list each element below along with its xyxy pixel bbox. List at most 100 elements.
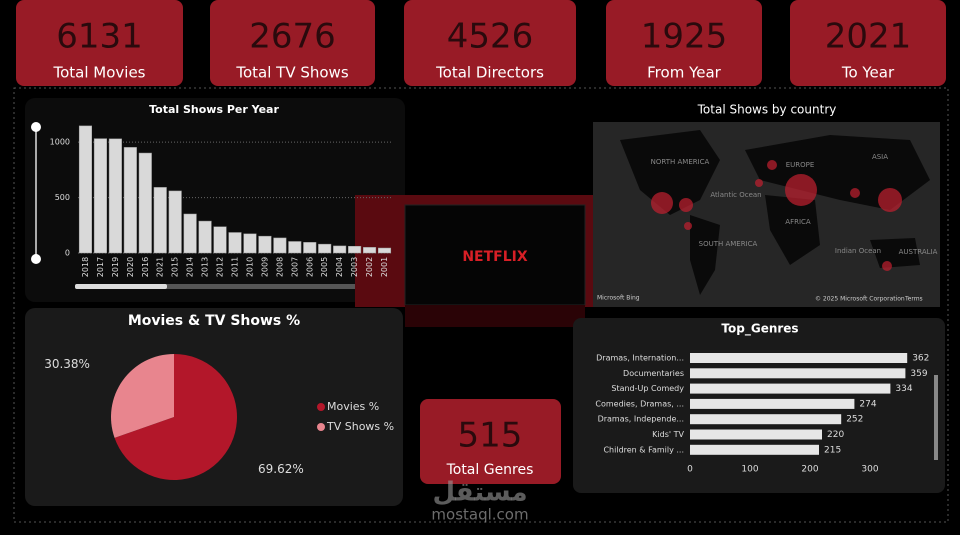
bar — [213, 226, 227, 254]
y-tick-label: Dramas, Internation... — [596, 354, 684, 363]
kpi-label: From Year — [647, 64, 722, 82]
y-tick-label: Dramas, Independe... — [598, 415, 684, 424]
canvas-border — [13, 87, 949, 523]
legend-label: TV Shows % — [326, 420, 394, 433]
data-label: 215 — [824, 445, 841, 455]
bar — [168, 190, 182, 254]
pie-slice — [114, 354, 237, 481]
slider-handle[interactable] — [31, 122, 41, 132]
bar — [690, 444, 819, 455]
x-tick-label: 2011 — [231, 257, 240, 277]
x-tick-label: 2013 — [201, 257, 210, 277]
bar — [333, 245, 347, 254]
scroll-thumb[interactable] — [75, 284, 167, 289]
bar — [273, 237, 287, 254]
bar — [78, 125, 93, 254]
x-tick-label: 2021 — [156, 257, 165, 277]
bar — [690, 368, 906, 379]
bar — [183, 213, 197, 254]
chart-title: Top_Genres — [721, 322, 798, 337]
x-tick-label: 2019 — [111, 257, 120, 277]
x-tick-label: 2006 — [305, 257, 314, 277]
x-tick-label: 2010 — [245, 257, 254, 277]
map-credit[interactable]: Terms — [904, 296, 923, 303]
kpi-value: 1925 — [641, 17, 728, 57]
bar — [123, 147, 137, 254]
x-tick-label: 0 — [687, 465, 693, 475]
map-label: EUROPE — [786, 161, 815, 169]
kpi-value: 515 — [458, 416, 523, 456]
bar — [243, 233, 257, 254]
bar — [228, 232, 242, 254]
x-tick-label: 200 — [801, 465, 818, 475]
bar — [258, 235, 272, 254]
kpi-card — [404, 0, 576, 86]
x-tick-label: 100 — [741, 465, 758, 475]
bar — [690, 429, 822, 440]
bar — [348, 245, 362, 254]
legend-marker — [317, 403, 325, 411]
map-label: NORTH AMERICA — [651, 158, 710, 166]
y-tick-label: 1000 — [50, 138, 70, 147]
chart-title: Movies & TV Shows % — [128, 313, 300, 329]
kpi-card — [420, 399, 561, 484]
map-bubbles — [651, 160, 902, 271]
kpi-label: Total TV Shows — [235, 64, 348, 82]
kpi-card — [790, 0, 946, 86]
map-label: ASIA — [872, 153, 888, 161]
y-tick-label: 500 — [55, 193, 70, 202]
logo-screen — [404, 204, 586, 306]
bar — [198, 220, 212, 254]
data-label: 252 — [846, 415, 863, 425]
x-tick-label: 2008 — [275, 257, 284, 277]
map-label: AUSTRALIA — [899, 248, 938, 256]
x-tick-label: 2002 — [365, 257, 374, 277]
data-label: 30.38% — [44, 357, 90, 371]
data-label: 220 — [827, 430, 844, 440]
y-tick-label: Kids' TV — [652, 430, 684, 439]
kpi-value: 2676 — [249, 17, 336, 57]
legend-marker — [317, 423, 325, 431]
logo-stand — [405, 305, 585, 327]
genre-scrollbar[interactable] — [934, 375, 938, 460]
kpi-label: Total Movies — [52, 64, 145, 82]
bar — [93, 138, 107, 254]
x-tick-label: 2012 — [216, 257, 225, 277]
kpi-card — [606, 0, 762, 86]
map-label: Atlantic Ocean — [710, 191, 761, 199]
bar — [690, 353, 908, 363]
kpi-label: Total Directors — [435, 64, 544, 82]
kpi-card — [210, 0, 375, 86]
x-tick-label: 2016 — [141, 257, 150, 277]
pie-slice — [110, 354, 174, 438]
bar — [138, 152, 152, 254]
map-credit: Microsoft Bing — [597, 295, 640, 302]
slider-handle[interactable] — [31, 254, 41, 264]
y-tick-label: Comedies, Dramas, ... — [595, 399, 684, 408]
bar — [303, 242, 317, 254]
logo-text: NETFLIX — [462, 249, 528, 265]
data-label: 274 — [859, 399, 876, 409]
map-label: AFRICA — [785, 218, 811, 226]
x-tick-label: 2001 — [380, 257, 389, 277]
kpi-card — [16, 0, 183, 86]
x-tick-label: 2003 — [350, 257, 359, 277]
bar — [288, 241, 302, 254]
data-label: 69.62% — [258, 462, 304, 476]
kpi-value: 6131 — [56, 17, 143, 57]
legend-label: Movies % — [327, 400, 379, 413]
x-tick-label: 2017 — [96, 257, 105, 277]
x-tick-label: 2020 — [126, 257, 135, 277]
bar — [153, 187, 167, 254]
y-tick-label: Documentaries — [623, 369, 684, 378]
x-tick-label: 2009 — [260, 257, 269, 277]
data-label: 359 — [910, 369, 927, 379]
x-tick-label: 2004 — [335, 257, 344, 277]
watermark: مستقل — [432, 478, 527, 508]
data-label: 334 — [895, 384, 912, 394]
x-tick-label: 2007 — [290, 257, 299, 277]
y-tick-label: 0 — [65, 249, 70, 258]
bar — [690, 414, 842, 425]
bar — [690, 398, 855, 409]
